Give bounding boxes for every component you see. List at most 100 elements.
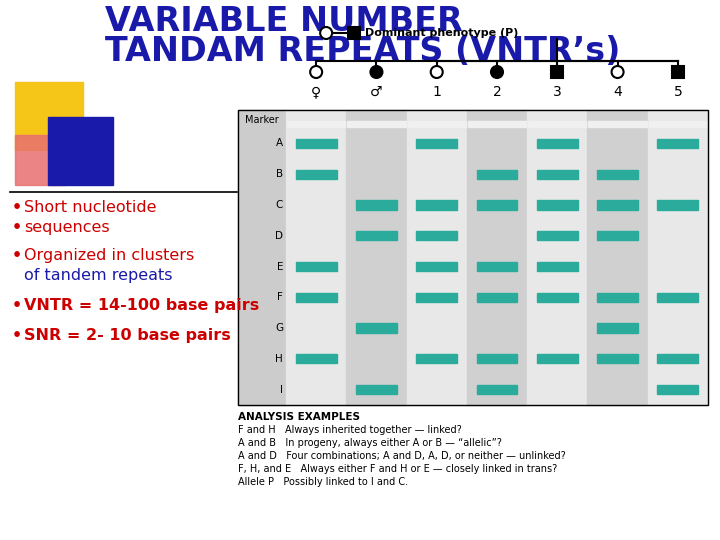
Text: 3: 3 <box>553 85 562 99</box>
Bar <box>296 262 337 271</box>
Bar <box>407 110 467 405</box>
Text: SNR = 2- 10 base pairs: SNR = 2- 10 base pairs <box>24 328 230 343</box>
Text: 1: 1 <box>432 85 441 99</box>
Text: TANDAM REPEATS (VNTR’s): TANDAM REPEATS (VNTR’s) <box>105 35 621 68</box>
Bar <box>477 354 518 363</box>
Bar <box>537 262 577 271</box>
Bar <box>467 110 527 405</box>
Text: F, H, and E   Always either F and H or E — closely linked in trans?: F, H, and E Always either F and H or E —… <box>238 464 557 474</box>
Text: 2: 2 <box>492 85 501 99</box>
Bar <box>347 121 405 127</box>
Bar <box>48 117 113 185</box>
Bar <box>468 121 526 127</box>
Text: 4: 4 <box>613 85 622 99</box>
Bar <box>356 385 397 394</box>
Bar <box>597 231 638 240</box>
Bar <box>477 293 518 302</box>
Text: Dominant phenotype (P): Dominant phenotype (P) <box>365 28 518 38</box>
Text: •: • <box>12 200 22 215</box>
Circle shape <box>320 27 332 39</box>
Bar <box>416 293 457 302</box>
Bar <box>238 110 286 405</box>
Text: I: I <box>280 384 283 395</box>
Bar <box>597 354 638 363</box>
Bar <box>648 110 708 405</box>
Bar <box>537 170 577 179</box>
Bar <box>286 110 346 405</box>
Text: sequences: sequences <box>24 220 109 235</box>
Text: H: H <box>275 354 283 364</box>
Bar <box>348 27 360 39</box>
Text: •: • <box>12 220 22 235</box>
Bar <box>649 121 707 127</box>
Bar <box>416 200 457 210</box>
Bar <box>657 293 698 302</box>
Bar <box>588 121 647 127</box>
Bar <box>296 293 337 302</box>
Bar <box>528 121 586 127</box>
Bar <box>657 139 698 148</box>
Text: Marker: Marker <box>245 115 279 125</box>
Circle shape <box>491 66 503 78</box>
Text: of tandem repeats: of tandem repeats <box>24 268 173 283</box>
Text: Allele P   Possibly linked to I and C.: Allele P Possibly linked to I and C. <box>238 477 408 487</box>
Bar <box>296 354 337 363</box>
Bar <box>477 262 518 271</box>
Text: ANALYSIS EXAMPLES: ANALYSIS EXAMPLES <box>238 412 360 422</box>
Text: F: F <box>277 292 283 302</box>
Bar <box>537 293 577 302</box>
Text: A and B   In progeny, always either A or B — “allelic”?: A and B In progeny, always either A or B… <box>238 438 502 448</box>
Bar <box>537 354 577 363</box>
Text: •: • <box>12 298 22 313</box>
Text: D: D <box>275 231 283 241</box>
Bar <box>597 200 638 210</box>
Bar <box>597 293 638 302</box>
Bar <box>15 82 83 150</box>
Bar <box>238 110 708 405</box>
Text: ♂: ♂ <box>370 85 382 99</box>
Text: •: • <box>12 328 22 343</box>
Text: G: G <box>275 323 283 333</box>
Bar <box>296 139 337 148</box>
Bar <box>657 385 698 394</box>
Circle shape <box>611 66 624 78</box>
Text: F and H   Always inherited together — linked?: F and H Always inherited together — link… <box>238 425 462 435</box>
Text: •: • <box>12 248 22 263</box>
Bar <box>537 231 577 240</box>
Bar <box>416 354 457 363</box>
Bar <box>287 121 346 127</box>
Bar <box>477 170 518 179</box>
Bar <box>416 231 457 240</box>
Bar <box>477 200 518 210</box>
Bar <box>657 200 698 210</box>
Bar <box>477 385 518 394</box>
Bar <box>238 110 708 405</box>
Bar <box>588 110 648 405</box>
Bar <box>408 121 466 127</box>
Circle shape <box>310 66 322 78</box>
Text: 5: 5 <box>673 85 683 99</box>
Bar <box>346 110 407 405</box>
Text: A and D   Four combinations; A and D, A, D, or neither — unlinked?: A and D Four combinations; A and D, A, D… <box>238 451 566 461</box>
Bar <box>15 135 65 185</box>
Text: B: B <box>276 169 283 179</box>
Text: E: E <box>276 261 283 272</box>
Bar <box>356 323 397 333</box>
Circle shape <box>370 66 382 78</box>
Text: ♀: ♀ <box>311 85 321 99</box>
Bar <box>672 66 684 78</box>
Text: Short nucleotide: Short nucleotide <box>24 200 156 215</box>
Bar <box>657 354 698 363</box>
Text: VARIABLE NUMBER: VARIABLE NUMBER <box>105 5 463 38</box>
Bar <box>296 170 337 179</box>
Bar <box>416 262 457 271</box>
Bar <box>597 170 638 179</box>
Text: A: A <box>276 138 283 149</box>
Text: VNTR = 14-100 base pairs: VNTR = 14-100 base pairs <box>24 298 259 313</box>
Bar <box>552 66 563 78</box>
Text: Organized in clusters: Organized in clusters <box>24 248 194 263</box>
Circle shape <box>431 66 443 78</box>
Bar <box>537 200 577 210</box>
Bar <box>527 110 588 405</box>
Bar <box>597 323 638 333</box>
